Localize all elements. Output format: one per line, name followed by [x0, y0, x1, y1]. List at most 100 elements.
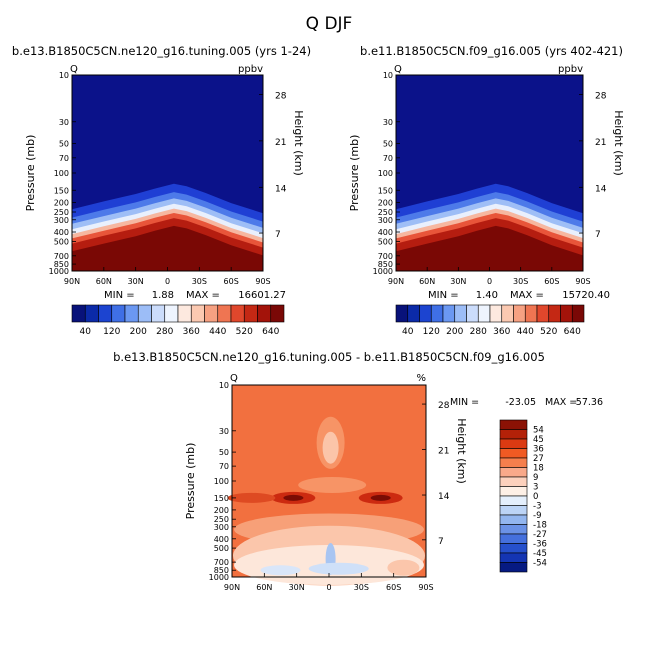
- panel-difference-contour-4: [283, 494, 304, 501]
- panel-model_b-xtick-label-3: 0: [487, 277, 492, 286]
- panel-difference-ytick-label-7: 250: [214, 515, 229, 524]
- panel-model_a-subtitle: b.e13.B1850C5CN.ne120_g16.tuning.005 (yr…: [12, 44, 311, 58]
- colorbar-top-left-swatch-6: [151, 304, 166, 323]
- panel-model_b-htick-label-2: 14: [595, 184, 607, 194]
- panel-model_a-xtick-label-1: 60N: [96, 277, 112, 286]
- colorbar-diff-swatch-12: [499, 533, 528, 544]
- panel-difference-ytick-label-12: 850: [214, 566, 229, 575]
- colorbar-top-left-swatch-8: [177, 304, 192, 323]
- panel-model_a-ytick-label-8: 300: [54, 216, 69, 225]
- panel-model_a-ytick-label-1: 30: [59, 118, 69, 127]
- panel-model_a-xtick-label-6: 90S: [255, 277, 270, 286]
- chart-title: Q DJF: [306, 14, 353, 34]
- colorbar-top-right-swatch-2: [419, 304, 432, 323]
- colorbar-diff-swatch-8: [499, 495, 528, 506]
- panel-difference-ylabel: Pressure (mb): [184, 443, 197, 520]
- panel-difference-contour-7: [227, 492, 276, 503]
- colorbar-diff-label-11: -27: [533, 530, 547, 540]
- panel-model_b-max-value: 15720.40: [562, 290, 610, 301]
- panel-model_a-ytick-label-6: 200: [54, 199, 69, 208]
- panel-model_a-xtick-label-4: 30S: [192, 277, 207, 286]
- panel-difference-ytick-label-11: 700: [214, 558, 229, 567]
- panel-model_b-min-value: 1.40: [476, 290, 498, 301]
- panel-difference-ytick-label-1: 30: [219, 427, 229, 436]
- colorbar-diff-label-0: 54: [533, 426, 544, 436]
- panel-model_a-htick-label-2: 14: [275, 184, 287, 194]
- panel-model_b-right-tag: ppbv: [558, 64, 583, 75]
- colorbar-top-right-label-0: 40: [402, 327, 414, 337]
- colorbar-diff-label-3: 27: [533, 454, 544, 464]
- colorbar-top-left-swatch-5: [137, 304, 152, 323]
- colorbar-diff-label-14: -54: [533, 559, 547, 569]
- panel-model_a-ytick-label-4: 100: [54, 169, 69, 178]
- panel-difference-ytick-label-0: 10: [219, 381, 229, 390]
- panel-difference-ytick-label-3: 70: [219, 462, 229, 471]
- colorbar-top-right-swatch-15: [571, 304, 585, 323]
- panel-model_b-contour-7: [396, 225, 583, 271]
- panel-difference-contour-6: [370, 494, 391, 501]
- colorbar-top-left-swatch-2: [98, 304, 113, 323]
- panel-difference-ytick-label-10: 500: [214, 544, 229, 553]
- colorbar-diff-swatch-4: [499, 457, 528, 468]
- panel-model_a-ytick-label-7: 250: [54, 208, 69, 217]
- panel-model_a-ylabel-right: Height (km): [292, 110, 305, 176]
- panel-difference-ytick-label-13: 1000: [209, 573, 229, 582]
- panel-difference-ytick-label-8: 300: [214, 523, 229, 532]
- colorbar-diff-swatch-2: [499, 438, 528, 449]
- panel-model_b-left-tag: Q: [394, 64, 402, 75]
- colorbar-top-right-label-7: 640: [564, 327, 581, 337]
- colorbar-top-right-swatch-10: [513, 304, 526, 323]
- colorbar-top-right-swatch-0: [395, 304, 409, 323]
- colorbar-diff-swatch-9: [499, 505, 528, 516]
- colorbar-top-left-label-4: 360: [183, 327, 200, 337]
- colorbar-diff-label-6: 3: [533, 483, 538, 493]
- panel-difference-contour-13: [260, 565, 301, 576]
- panel-model_b-ylabel: Pressure (mb): [348, 135, 361, 212]
- colorbar-diff-label-9: -9: [533, 511, 541, 521]
- panel-model_b-ytick-label-6: 200: [378, 199, 393, 208]
- panel-difference-contour-1: [322, 431, 339, 464]
- colorbar-diff-label-8: -3: [533, 502, 541, 512]
- panel-model_a-ytick-label-9: 400: [54, 228, 69, 237]
- panel-model_a-ytick-label-10: 500: [54, 237, 69, 246]
- panel-difference-ytick-label-5: 150: [214, 494, 229, 503]
- panel-model_a-ytick-label-11: 700: [54, 252, 69, 261]
- panel-model_b-ytick-label-0: 10: [383, 71, 393, 80]
- colorbar-diff-label-4: 18: [533, 464, 544, 474]
- colorbar-top-right-label-1: 120: [423, 327, 440, 337]
- panel-model_b-ytick-label-7: 250: [378, 208, 393, 217]
- panel-model_a-htick-label-1: 21: [275, 138, 286, 148]
- colorbar-top-left-swatch-9: [190, 304, 205, 323]
- colorbar-top-right-swatch-8: [489, 304, 503, 323]
- colorbar-top-left-label-5: 440: [209, 327, 226, 337]
- panel-model_a-ytick-label-5: 150: [54, 186, 69, 195]
- colorbar-diff-label-13: -45: [533, 549, 547, 559]
- panel-model_b-xtick-label-0: 90N: [388, 277, 404, 286]
- colorbar-diff-swatch-15: [499, 562, 528, 573]
- panel-model_b-ytick-label-1: 30: [383, 118, 393, 127]
- colorbar-top-right-swatch-6: [466, 304, 479, 323]
- panel-model_b-subtitle: b.e11.B1850C5CN.f09_g16.005 (yrs 402-421…: [360, 44, 623, 58]
- panel-model_a-ylabel: Pressure (mb): [24, 135, 37, 212]
- panel-model_a-min-label: MIN =: [104, 290, 135, 301]
- colorbar-diff-label-5: 9: [533, 473, 538, 483]
- panel-model_b-htick-label-3: 7: [595, 230, 601, 240]
- colorbar-top-left-label-7: 640: [262, 327, 279, 337]
- colorbar-top-right-label-2: 200: [446, 327, 463, 337]
- panel-model_a-min-value: 1.88: [152, 290, 174, 301]
- panel-model_b-ytick-label-2: 50: [383, 139, 393, 148]
- colorbar-diff-label-1: 45: [533, 435, 544, 445]
- colorbar-top-right-swatch-5: [454, 304, 467, 323]
- panel-difference-xtick-label-5: 60S: [386, 583, 401, 592]
- colorbar-top-right-label-5: 440: [517, 327, 534, 337]
- panel-difference-contour-14: [387, 559, 420, 576]
- panel-difference-xtick-label-4: 30S: [354, 583, 369, 592]
- panel-difference-ytick-label-6: 200: [214, 506, 229, 515]
- colorbar-top-left-swatch-14: [257, 304, 272, 323]
- panel-model_b-xtick-label-1: 60N: [419, 277, 435, 286]
- colorbar-top-left-swatch-11: [217, 304, 232, 323]
- colorbar-top-right-swatch-3: [430, 304, 444, 323]
- colorbar-top-left-label-1: 120: [103, 327, 120, 337]
- panel-model_a-htick-label-3: 7: [275, 230, 281, 240]
